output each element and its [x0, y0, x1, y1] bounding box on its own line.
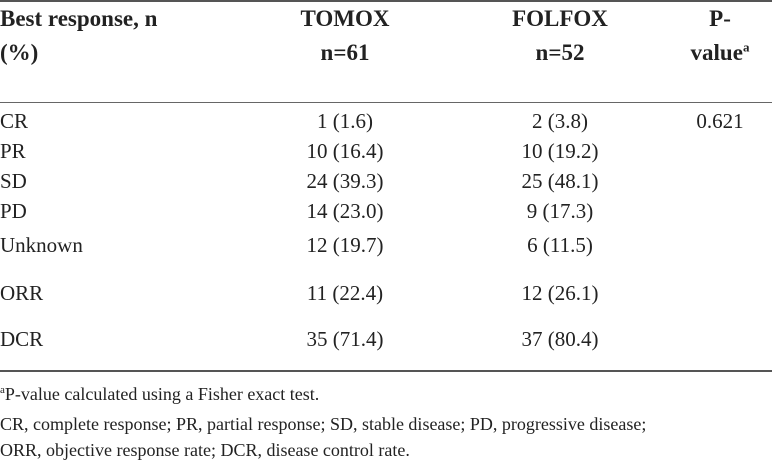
header-best-response: Best response, n (%)	[0, 2, 157, 70]
header-p-value-line2: valuea	[668, 36, 772, 70]
row-tomox: 35 (71.4)	[306, 327, 384, 351]
footnote-a-text: P-value calculated using a Fisher exact …	[4, 384, 320, 404]
header-p-value: P- valuea	[668, 2, 772, 70]
row-label: SD	[0, 169, 27, 193]
header-tomox-line1: TOMOX	[300, 6, 390, 31]
header-p-value-text: value	[690, 40, 743, 65]
row-tomox: 10 (16.4)	[306, 139, 384, 163]
row-folfox: 12 (26.1)	[521, 281, 599, 305]
row-tomox: 24 (39.3)	[306, 169, 384, 193]
header-best-response-line1: Best response, n	[0, 6, 158, 31]
row-label: PD	[0, 199, 27, 223]
footnote-abbreviations-line1: CR, complete response; PR, partial respo…	[0, 414, 647, 434]
table-header-rule	[0, 102, 772, 103]
header-folfox-line1: FOLFOX	[512, 6, 608, 31]
header-folfox-line2: n=52	[535, 40, 585, 65]
table-bottom-rule	[0, 370, 772, 372]
footnote-a-marker: a	[0, 384, 5, 396]
row-tomox: 12 (19.7)	[306, 233, 384, 257]
row-tomox: 1 (1.6)	[317, 109, 373, 133]
row-tomox: 11 (22.4)	[306, 281, 384, 305]
row-folfox: 10 (19.2)	[521, 139, 599, 163]
row-label: CR	[0, 109, 29, 133]
header-tomox-line2: n=61	[320, 40, 370, 65]
row-p-value: 0.621	[696, 109, 744, 133]
footnote-a: aP-value calculated using a Fisher exact…	[0, 382, 319, 406]
header-p-value-sup: a	[742, 39, 750, 55]
row-label: Unknown	[0, 233, 83, 257]
row-label: ORR	[0, 281, 44, 305]
table-top-rule	[0, 0, 772, 2]
header-folfox: FOLFOX n=52	[470, 2, 650, 70]
row-folfox: 2 (3.8)	[532, 109, 588, 133]
header-tomox: TOMOX n=61	[250, 2, 440, 70]
row-label: PR	[0, 139, 26, 163]
header-p-value-line1: P-	[709, 6, 731, 31]
row-folfox: 9 (17.3)	[526, 199, 594, 223]
row-folfox: 37 (80.4)	[521, 327, 599, 351]
header-best-response-line2: (%)	[0, 40, 39, 65]
row-folfox: 25 (48.1)	[521, 169, 599, 193]
row-label: DCR	[0, 327, 44, 351]
row-folfox: 6 (11.5)	[527, 233, 593, 257]
footnote-abbreviations-line2: ORR, objective response rate; DCR, disea…	[0, 440, 410, 460]
row-tomox: 14 (23.0)	[306, 199, 384, 223]
